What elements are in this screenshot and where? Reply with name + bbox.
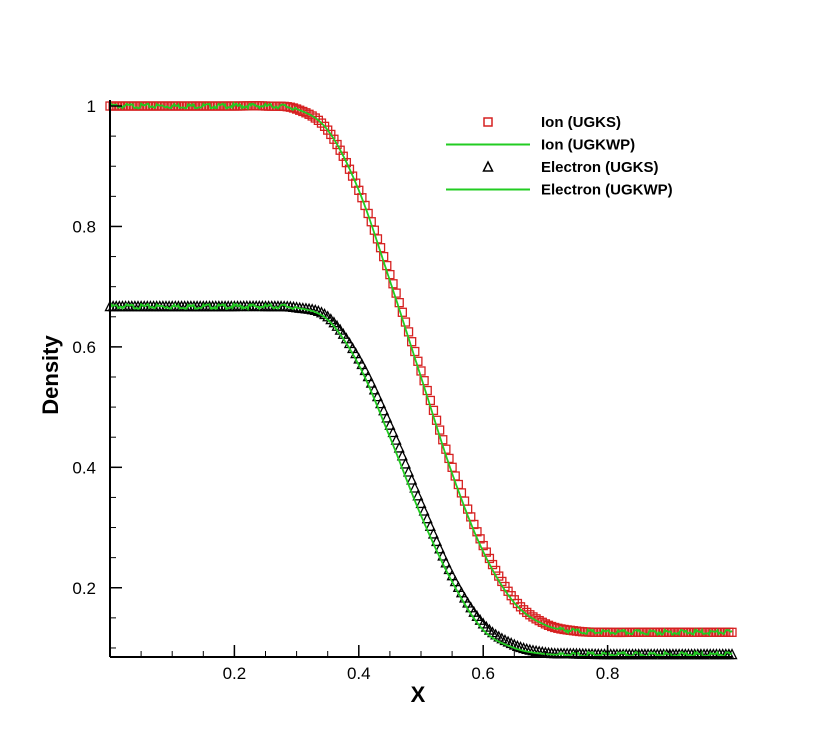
data-point <box>462 596 474 608</box>
data-point <box>514 641 527 653</box>
data-point <box>518 642 530 654</box>
data-point <box>387 426 399 438</box>
data-point <box>332 139 342 150</box>
data-point <box>341 157 352 168</box>
data-point <box>424 519 436 531</box>
legend-item: Ion (UGKWP) <box>446 137 635 154</box>
data-point <box>329 134 339 144</box>
data-point <box>434 542 446 554</box>
data-point <box>524 643 536 655</box>
series-electron-ugks <box>104 299 738 660</box>
y-tick-label: 0.8 <box>72 217 96 236</box>
data-point <box>306 303 318 315</box>
data-point <box>393 441 405 453</box>
data-point <box>301 108 311 118</box>
data-point <box>443 563 455 575</box>
data-point <box>359 363 371 376</box>
legend-marker-triangle <box>482 160 494 172</box>
data-point <box>446 569 458 581</box>
data-point <box>365 376 377 388</box>
data-point <box>378 404 390 416</box>
data-point <box>409 481 421 493</box>
data-point <box>384 418 396 430</box>
data-point <box>351 178 361 188</box>
data-point <box>347 171 358 181</box>
data-point <box>415 496 427 509</box>
legend-item: Electron (UGKS) <box>482 159 659 176</box>
x-tick-label: 0.2 <box>223 664 247 683</box>
x-tick-label: 0.4 <box>347 664 371 683</box>
y-tick-label: 1 <box>87 97 96 116</box>
data-point <box>316 118 327 128</box>
data-point <box>368 383 380 395</box>
data-point <box>521 642 533 655</box>
axes: 0.2 0.4 0.6 0.8 0.2 0.4 0.6 0.8 1 <box>72 97 732 683</box>
data-point <box>362 370 374 382</box>
data-point <box>515 602 526 612</box>
legend-label: Electron (UGKWP) <box>541 182 673 199</box>
data-point <box>313 115 324 125</box>
data-point <box>418 504 430 516</box>
data-point <box>421 512 433 524</box>
legend-item: Electron (UGKWP) <box>446 182 673 199</box>
data-point <box>335 145 345 155</box>
data-point <box>396 449 408 461</box>
data-point <box>298 106 308 117</box>
legend-label: Ion (UGKWP) <box>541 137 635 154</box>
data-point <box>295 105 305 115</box>
data-point <box>403 465 415 477</box>
y-tick-label: 0.2 <box>72 579 96 598</box>
data-point <box>437 549 449 561</box>
x-axis-title: X <box>411 682 426 707</box>
y-axis-title: Density <box>38 335 63 415</box>
data-point <box>375 397 387 409</box>
legend-item: Ion (UGKS) <box>483 114 621 131</box>
data-point <box>309 303 321 316</box>
x-tick-label: 0.6 <box>471 664 495 683</box>
data-point <box>399 457 412 469</box>
data-point <box>406 473 418 485</box>
data-point <box>371 390 384 402</box>
data-point <box>465 601 477 613</box>
data-point <box>344 164 355 174</box>
data-layer <box>104 101 738 660</box>
legend-label: Ion (UGKS) <box>541 114 621 131</box>
y-tick-label: 0.4 <box>72 458 96 477</box>
data-point <box>427 527 439 539</box>
data-point <box>390 433 402 445</box>
data-point <box>381 411 393 423</box>
legend: Ion (UGKS) Ion (UGKWP) Electron (UGKS) Elec… <box>446 114 673 199</box>
x-tick-label: 0.8 <box>596 664 620 683</box>
data-point <box>412 489 424 501</box>
data-point <box>310 113 320 123</box>
y-tick-label: 0.6 <box>72 338 96 357</box>
legend-marker-square <box>483 117 493 127</box>
data-point <box>727 627 737 637</box>
data-point <box>338 151 348 161</box>
data-point <box>356 358 368 370</box>
data-point <box>511 639 523 651</box>
data-point <box>430 535 443 547</box>
data-point <box>353 352 365 364</box>
series-electron-ugkwp <box>109 301 733 660</box>
data-point <box>472 527 482 537</box>
data-point <box>440 556 452 568</box>
data-point <box>326 129 336 140</box>
series-ion-ugkwp <box>109 101 733 637</box>
legend-label: Electron (UGKS) <box>541 159 659 176</box>
